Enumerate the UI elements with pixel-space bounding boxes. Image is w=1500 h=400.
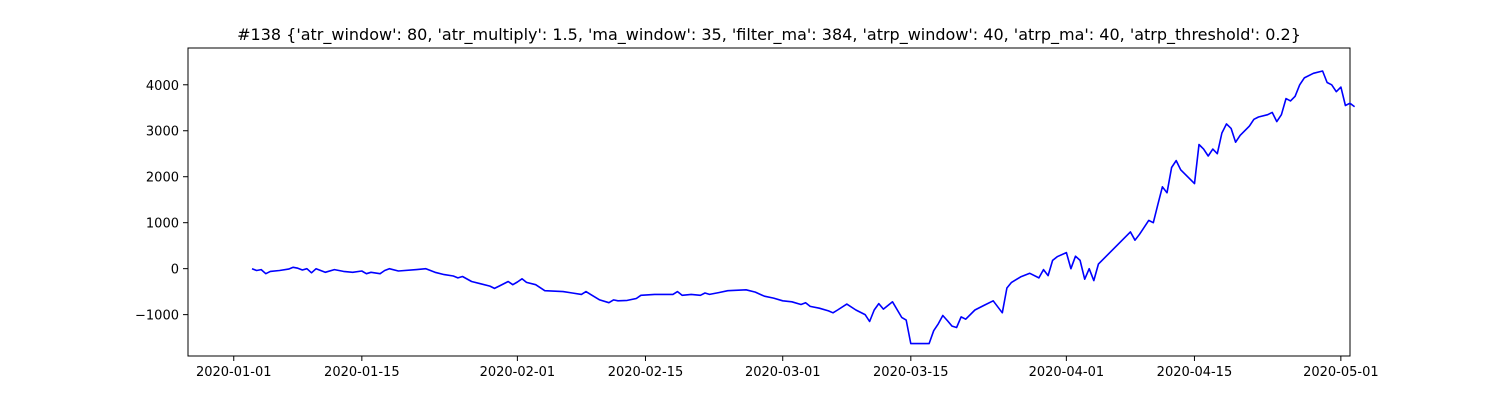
y-tick-label: −1000 xyxy=(135,309,179,324)
x-tick-label: 2020-03-01 xyxy=(745,365,821,380)
axes: 2020-01-01 2020-01-15 2020-02-01 2020-02-15… xyxy=(135,47,1379,380)
x-tick-label: 2020-04-01 xyxy=(1029,365,1105,380)
x-tick-label: 2020-02-01 xyxy=(480,365,556,380)
chart-title: #138 {'atr_window': 80, 'atr_multiply': … xyxy=(237,25,1301,45)
plot-frame xyxy=(187,47,1351,357)
x-tick-label: 2020-01-15 xyxy=(324,365,400,380)
x-tick-label: 2020-04-15 xyxy=(1157,365,1233,380)
x-tick-label: 2020-01-01 xyxy=(196,365,272,380)
x-tick-label: 2020-05-01 xyxy=(1303,365,1379,380)
x-tick-label: 2020-03-15 xyxy=(873,365,949,380)
y-tick-label: 0 xyxy=(171,263,179,278)
x-tick-label: 2020-02-15 xyxy=(608,365,684,380)
y-tick-label: 3000 xyxy=(146,125,179,140)
y-tick-label: 2000 xyxy=(146,171,179,186)
y-tick-label: 1000 xyxy=(146,217,179,232)
series-layer xyxy=(251,70,1356,345)
y-tick-label: 4000 xyxy=(146,79,179,94)
series-line-1 xyxy=(251,70,1356,345)
